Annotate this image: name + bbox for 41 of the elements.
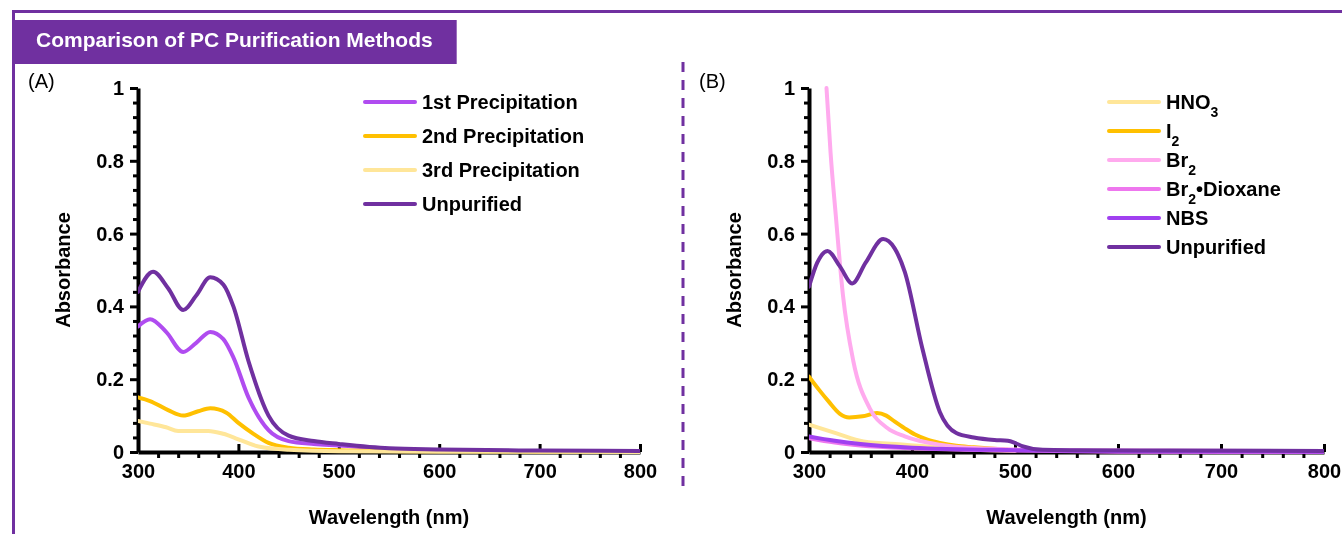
x-tick-label: 700 <box>1204 460 1239 483</box>
x-tick-label: 300 <box>792 460 827 483</box>
y-axis-title: Absorbance <box>723 212 745 328</box>
chart-title: Comparison of PC Purification Methods <box>36 28 433 51</box>
legend-label: 1st Precipitation <box>422 91 578 113</box>
y-tick-label: 0.6 <box>767 222 795 245</box>
y-axis-title: Absorbance <box>52 212 74 328</box>
x-tick-label: 500 <box>998 460 1033 483</box>
legend-label: Unpurified <box>422 193 522 215</box>
x-tick-label: 500 <box>322 460 356 483</box>
legend-label: Br$_{2}$•Dioxane <box>1166 178 1281 207</box>
x-tick-label: 800 <box>623 460 658 483</box>
legend-label: 2nd Precipitation <box>422 125 585 147</box>
x-tick-label: 800 <box>1307 460 1342 483</box>
y-tick-label: 0.2 <box>767 368 795 391</box>
legend-label: Br$_{2}$ <box>1166 149 1197 178</box>
x-axis-title: Wavelength (nm) <box>308 506 470 528</box>
x-tick-label: 600 <box>1101 460 1136 483</box>
y-tick-label: 0.4 <box>767 295 796 318</box>
text: (B) <box>699 70 726 92</box>
text: (A) <box>28 70 55 92</box>
legend-label: Unpurified <box>1166 236 1266 258</box>
y-tick-label: 0.4 <box>96 295 125 318</box>
y-tick-label: 1 <box>783 76 795 99</box>
legend-label: I$_{2}$ <box>1166 120 1180 149</box>
y-tick-label: 0.8 <box>96 149 124 172</box>
legend-label: NBS <box>1166 207 1209 229</box>
y-tick-label: 0 <box>112 440 124 463</box>
y-tick-label: 0.6 <box>96 222 124 245</box>
x-tick-label: 700 <box>523 460 557 483</box>
legend-label: 3rd Precipitation <box>422 159 580 181</box>
x-tick-label: 400 <box>222 460 256 483</box>
x-axis-title: Wavelength (nm) <box>986 506 1147 528</box>
y-tick-label: 0.2 <box>96 368 124 391</box>
x-tick-label: 300 <box>121 460 156 483</box>
y-tick-label: 0.8 <box>767 149 795 172</box>
x-tick-label: 600 <box>423 460 457 483</box>
legend-label: HNO$_{3}$ <box>1166 91 1219 120</box>
x-tick-label: 400 <box>895 460 930 483</box>
y-tick-label: 1 <box>112 76 124 99</box>
y-tick-label: 0 <box>783 440 795 463</box>
